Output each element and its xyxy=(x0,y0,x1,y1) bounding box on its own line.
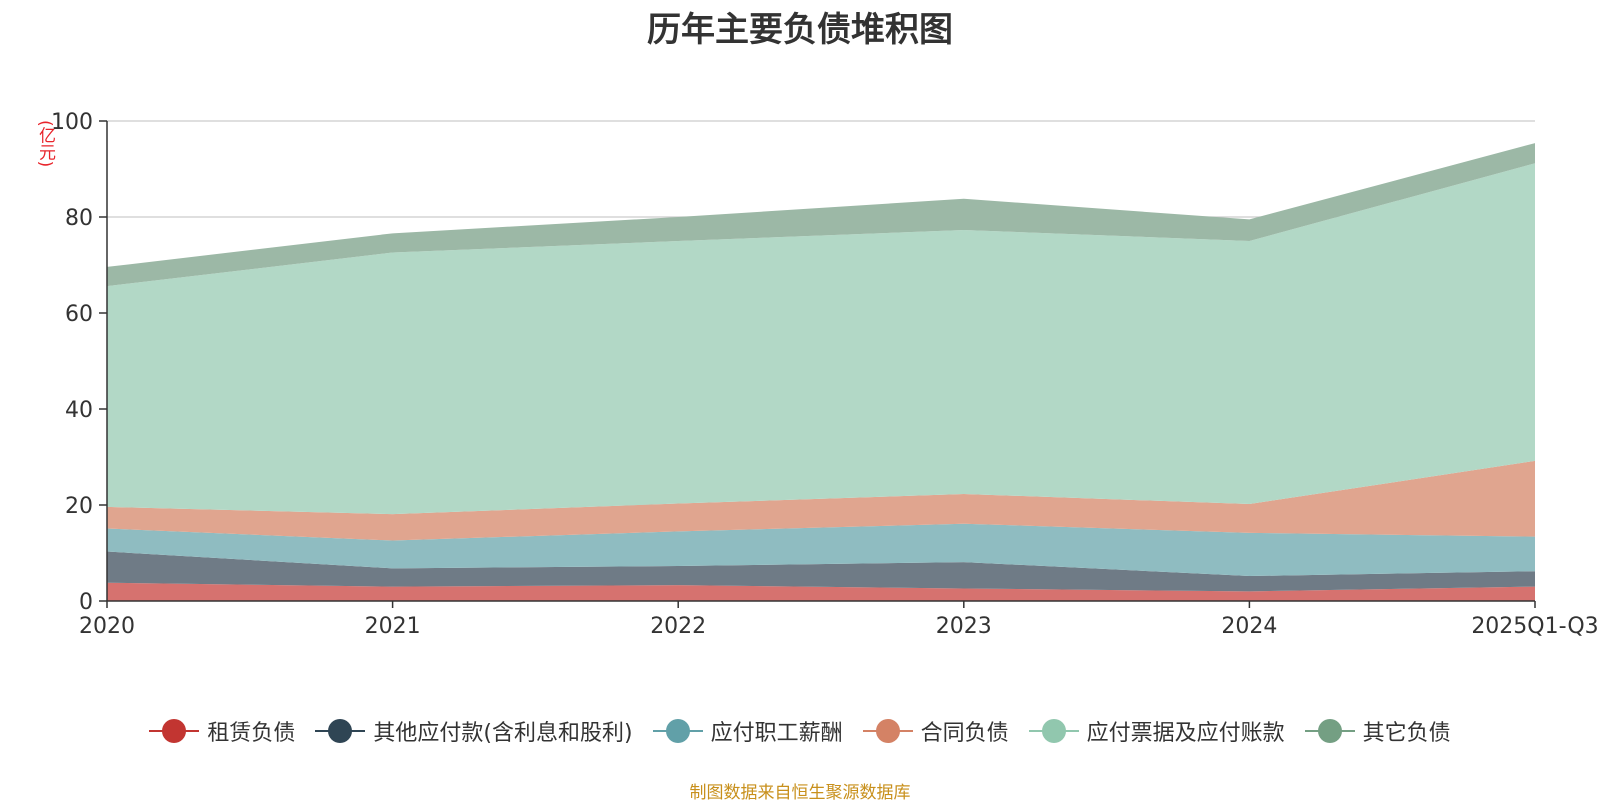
legend-marker-icon xyxy=(862,719,913,743)
area-series-4 xyxy=(107,460,1535,541)
legend-marker-icon xyxy=(1028,719,1079,743)
legend: 租赁负债 其他应付款(含利息和股利) 应付职工薪酬 合同负债 应付票据及应付账款 其它负债 xyxy=(0,715,1600,747)
x-tick-label: 2023 xyxy=(936,614,992,639)
legend-marker-icon xyxy=(652,719,703,743)
legend-marker-icon xyxy=(315,719,366,743)
area-series-6 xyxy=(107,143,1535,287)
area-series-1 xyxy=(107,582,1535,601)
y-tick-label: 60 xyxy=(65,302,93,327)
area-series xyxy=(107,143,1535,601)
y-tick-label: 100 xyxy=(51,110,93,135)
x-tick-label: 2024 xyxy=(1221,614,1277,639)
legend-label: 应付票据及应付账款 xyxy=(1086,721,1285,746)
axes: 0 20 40 60 80 100 2020 2021 2022 2023 2024 2025Q1-Q… xyxy=(51,110,1599,639)
y-tick-label: 40 xyxy=(65,398,93,423)
legend-label: 合同负债 xyxy=(920,721,1009,746)
source-note: 制图数据来自恒生聚源数据库 xyxy=(689,783,911,803)
x-tick-label: 2020 xyxy=(79,614,135,639)
legend-item[interactable]: 应付票据及应付账款 xyxy=(1028,715,1285,747)
y-axis-unit: (亿元) xyxy=(35,120,55,168)
legend-item[interactable]: 其他应付款(含利息和股利) xyxy=(315,715,633,747)
legend-label: 其它负债 xyxy=(1362,721,1451,746)
x-tick-label: 2021 xyxy=(365,614,421,639)
area-series-5 xyxy=(107,163,1535,515)
legend-item[interactable]: 合同负债 xyxy=(862,715,1009,747)
legend-item[interactable]: 租赁负债 xyxy=(149,715,295,747)
chart-title: 历年主要负债堆积图 xyxy=(647,10,953,50)
legend-label: 应付职工薪酬 xyxy=(710,721,843,746)
legend-label: 其他应付款(含利息和股利) xyxy=(373,721,633,746)
legend-item[interactable]: 其它负债 xyxy=(1304,715,1451,747)
y-tick-label: 20 xyxy=(65,494,93,519)
y-tick-label: 0 xyxy=(79,590,93,615)
legend-item[interactable]: 应付职工薪酬 xyxy=(652,715,843,747)
x-tick-label: 2025Q1-Q3 xyxy=(1471,614,1598,639)
legend-marker-icon xyxy=(149,719,200,743)
area-series-3 xyxy=(107,523,1535,577)
area-series-2 xyxy=(107,551,1535,592)
y-tick-label: 80 xyxy=(65,206,93,231)
x-tick-label: 2022 xyxy=(650,614,706,639)
legend-label: 租赁负债 xyxy=(207,721,296,746)
legend-marker-icon xyxy=(1304,719,1355,743)
